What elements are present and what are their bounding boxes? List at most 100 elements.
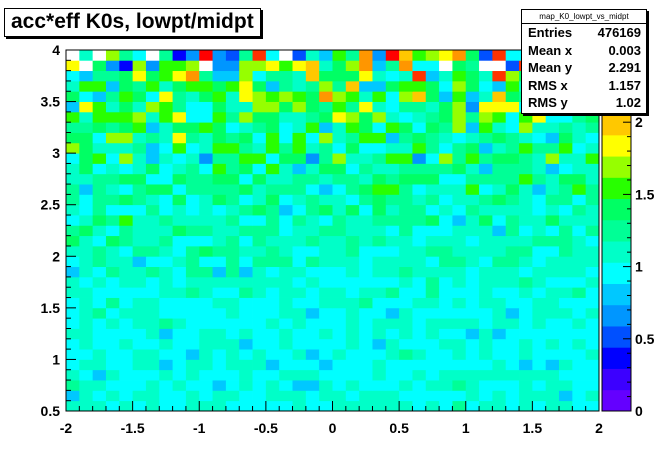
heatmap-cell [452,276,467,288]
heatmap-cell [105,338,120,350]
heatmap-cell [399,338,413,350]
heatmap-cell [92,194,107,206]
heatmap-cell [319,338,333,350]
heatmap-cell [439,359,453,371]
heatmap-cell [412,349,427,360]
heatmap-cell [66,70,80,82]
heatmap-cell [439,400,453,412]
heatmap-cell [92,91,107,102]
heatmap-cell [292,297,307,309]
heatmap-cell [492,204,507,216]
heatmap-cell [385,256,400,267]
heatmap-cell [199,359,213,371]
heatmap-cell [212,225,227,237]
heatmap-cell [399,163,413,175]
heatmap-cell [265,215,280,226]
heatmap-cell [372,256,387,267]
heatmap-cell [265,50,280,61]
heatmap-cell [465,91,480,102]
heatmap-cell [399,204,413,216]
heatmap-cell [319,307,333,319]
heatmap-cell [345,184,360,195]
heatmap-cell [532,369,547,381]
heatmap-cell [385,276,400,288]
heatmap-cell [332,91,347,102]
heatmap-cell [79,101,94,113]
heatmap-cell [105,256,120,267]
heatmap-cell [519,245,533,257]
heatmap-cell [372,111,387,123]
heatmap-cell [239,101,253,113]
heatmap-cell [172,328,187,340]
heatmap-cell [319,276,333,288]
heatmap-cell [119,266,134,278]
heatmap-cell [79,91,94,102]
heatmap-cell [185,80,200,92]
heatmap-cell [425,101,440,113]
heatmap-cell [479,122,493,133]
heatmap-cell [145,215,160,226]
heatmap-cell [212,307,227,319]
heatmap-cell [319,359,333,371]
heatmap-cell [385,380,400,391]
heatmap-cell [319,122,333,133]
heatmap-cell [225,111,240,123]
heatmap-cell [252,215,267,226]
heatmap-cell [225,307,240,319]
heatmap-cell [412,132,427,144]
heatmap-cell [399,318,413,329]
heatmap-cell [252,184,267,195]
heatmap-cell [439,380,453,391]
heatmap-cell [105,132,120,144]
heatmap-cell [559,142,573,154]
heatmap-cell [199,194,213,206]
heatmap-cell [559,122,573,133]
heatmap-cell [252,142,267,154]
heatmap-cell [439,163,453,175]
heatmap-cell [159,70,173,82]
heatmap-cell [572,380,587,391]
heatmap-cell [412,380,427,391]
heatmap-cell [79,235,94,247]
heatmap-cell [279,91,293,102]
heatmap-cell [212,318,227,329]
heatmap-cell [332,204,347,216]
heatmap-cell [199,215,213,226]
heatmap-cell [199,328,213,340]
heatmap-cell [519,349,533,360]
heatmap-cell [399,307,413,319]
heatmap-cell [265,287,280,298]
heatmap-cell [332,256,347,267]
heatmap-cell [212,132,227,144]
heatmap-cell [385,50,400,61]
heatmap-cell [585,307,600,319]
heatmap-cell [492,60,507,72]
heatmap-cell [412,235,427,247]
heatmap-cell [172,318,187,329]
heatmap-cell [172,369,187,381]
heatmap-cell [505,297,520,309]
heatmap-cell [425,194,440,206]
heatmap-cell [545,132,560,144]
heatmap-cell [332,122,347,133]
heatmap-cell [132,276,147,288]
palette-swatch [602,347,631,369]
heatmap-cell [465,318,480,329]
heatmap-cell [465,349,480,360]
heatmap-cell [385,132,400,144]
heatmap-cell [119,276,134,288]
heatmap-cell [185,338,200,350]
heatmap-cell [425,70,440,82]
heatmap-cell [119,60,134,72]
heatmap-cell [79,245,94,257]
z-tick-label: 1 [635,259,643,275]
heatmap-cell [505,70,520,82]
heatmap-cell [532,204,547,216]
heatmap-cell [345,215,360,226]
heatmap-cell [465,328,480,340]
heatmap-cell [359,60,373,72]
heatmap-cell [399,390,413,402]
heatmap-cell [439,215,453,226]
heatmap-cell [372,390,387,402]
heatmap-cell [252,245,267,257]
